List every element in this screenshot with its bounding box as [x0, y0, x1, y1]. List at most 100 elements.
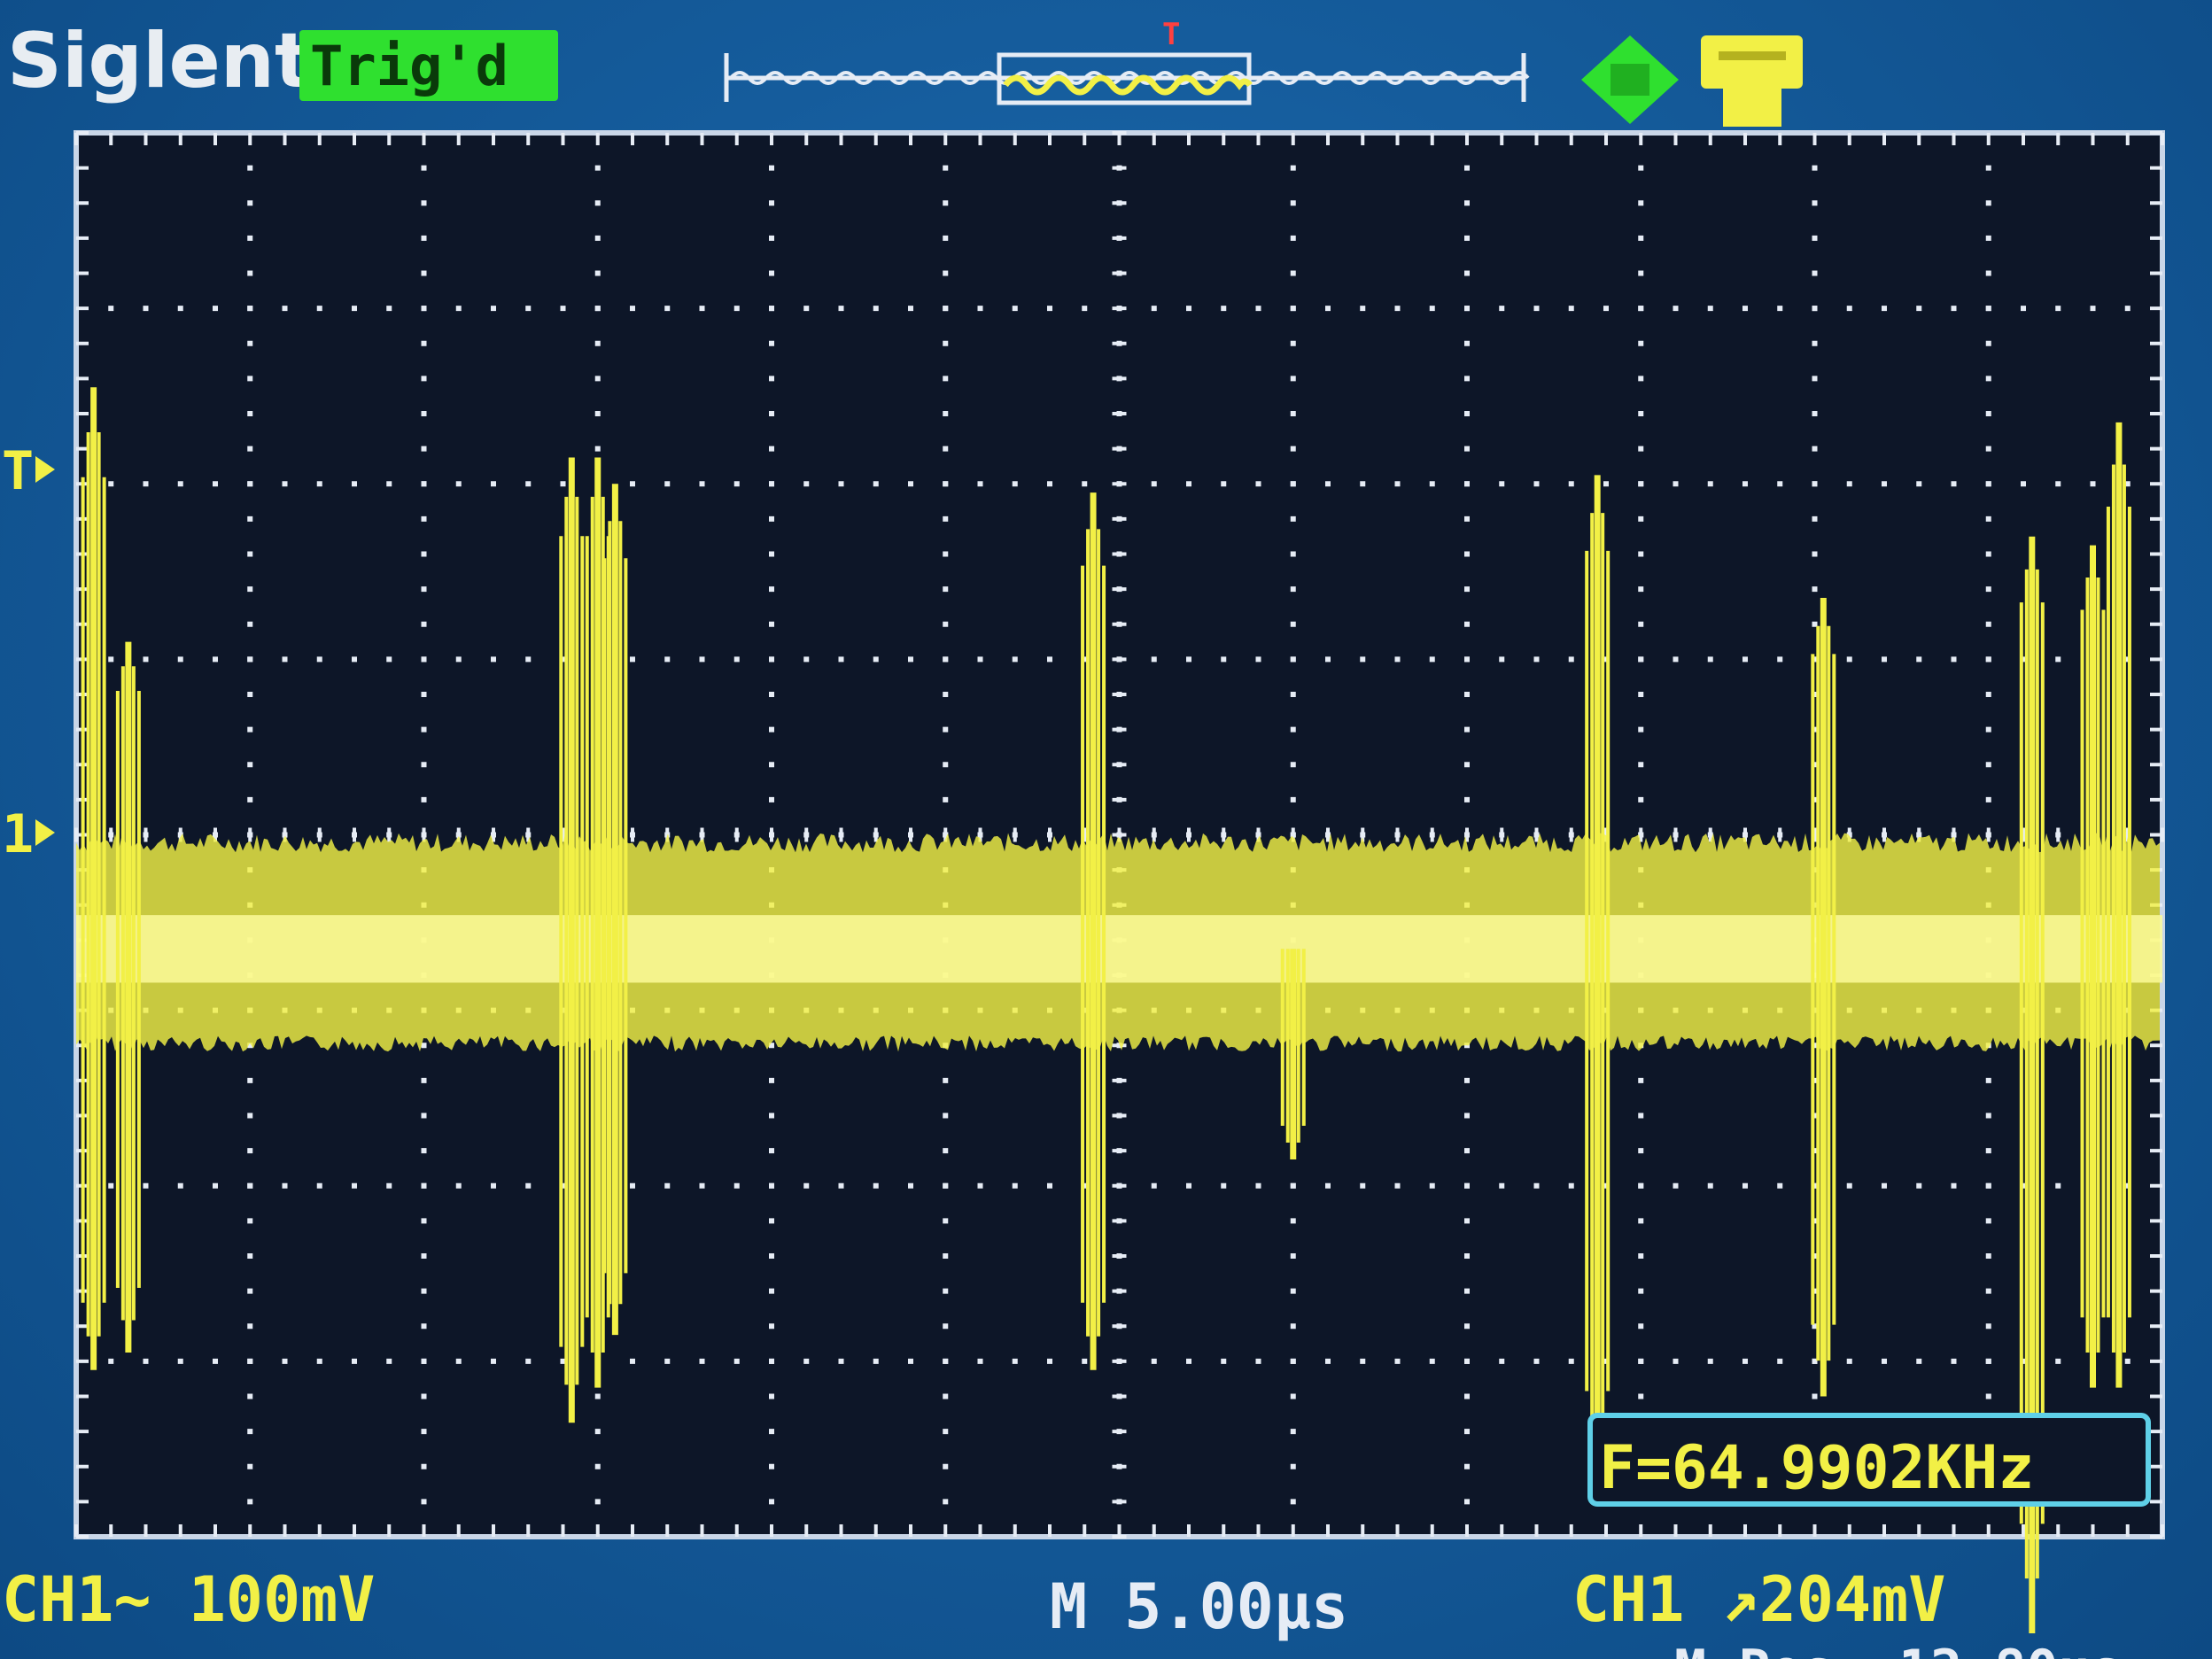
grid-dot	[1464, 340, 1470, 346]
grid-dot	[977, 1182, 983, 1189]
grid-dot	[1812, 481, 1818, 487]
grid-dot	[247, 1463, 253, 1469]
grid-dot	[1638, 446, 1644, 452]
grid-dot	[943, 376, 949, 382]
grid-dot	[873, 306, 879, 312]
grid-dot	[560, 656, 566, 663]
grid-dot	[1499, 656, 1505, 663]
grid-dot	[873, 481, 879, 487]
grid-dot	[1985, 306, 1991, 312]
grid-dot	[1638, 621, 1644, 627]
grid-dot	[1290, 692, 1296, 697]
grid-dot	[421, 1499, 427, 1505]
grid-dot	[1290, 1288, 1296, 1294]
grid-dot	[1985, 1077, 1991, 1083]
grid-dot	[769, 1393, 774, 1399]
grid-dot	[1151, 1358, 1157, 1364]
grid-dot	[421, 481, 427, 487]
grid-dot	[1464, 411, 1470, 416]
grid-dot	[977, 481, 983, 487]
grid-dot	[1464, 1323, 1470, 1330]
grid-dot	[421, 270, 427, 276]
grid-dot	[594, 376, 601, 382]
grid-dot	[1221, 656, 1227, 663]
trigger-level-marker: T	[2, 440, 55, 502]
grid-dot	[1812, 411, 1818, 416]
grid-dot	[1812, 692, 1818, 697]
grid-dot	[1047, 1358, 1052, 1364]
grid-dot	[143, 1358, 149, 1364]
grid-dot	[1673, 1182, 1679, 1189]
grid-dot	[1464, 1112, 1470, 1119]
grid-dot	[1290, 340, 1296, 346]
grid-dot	[1533, 306, 1540, 312]
grid-dot	[769, 165, 774, 171]
grid-dot	[421, 726, 427, 733]
grid-dot	[733, 656, 740, 663]
grid-dot	[1082, 1182, 1088, 1189]
grid-dot	[1464, 446, 1470, 452]
grid-dot	[1290, 1499, 1296, 1505]
grid-dot	[769, 411, 774, 416]
grid-dot	[1812, 762, 1818, 768]
grid-dot	[1638, 376, 1644, 382]
grid-dot	[247, 376, 253, 382]
grid-dot	[769, 235, 774, 241]
grid-dot	[421, 411, 427, 416]
grid-dot	[769, 586, 774, 593]
grid-dot	[977, 656, 983, 663]
grid-dot	[1777, 306, 1783, 312]
grid-dot	[421, 762, 427, 768]
grid-dot	[316, 1182, 322, 1189]
grid-dot	[386, 656, 392, 663]
grid-dot	[594, 306, 601, 312]
grid-dot	[421, 551, 427, 557]
grid-dot	[213, 1358, 218, 1364]
grid-dot	[594, 235, 601, 241]
grid-dot	[247, 1499, 253, 1505]
grid-dot	[1360, 1182, 1366, 1189]
grid-dot	[247, 621, 253, 627]
grid-dot	[1812, 1393, 1818, 1399]
grid-dot	[421, 1148, 427, 1154]
grid-dot	[421, 1043, 427, 1049]
grid-dot	[421, 235, 427, 241]
grid-dot	[247, 200, 253, 206]
grid-dot	[1568, 656, 1574, 663]
grid-dot	[1464, 621, 1470, 627]
grid-dot	[1638, 481, 1644, 487]
grid-dot	[1186, 1358, 1191, 1364]
grid-dot	[1985, 726, 1991, 733]
grid-dot	[1290, 1358, 1296, 1364]
grid-dot	[1638, 1253, 1644, 1259]
grid-dot	[1638, 692, 1644, 697]
grid-dot	[2090, 481, 2096, 487]
grid-dot	[1777, 481, 1783, 487]
grid-dot	[1673, 481, 1679, 487]
grid-dot	[1394, 656, 1401, 663]
grid-dot	[838, 306, 844, 312]
grid-dot	[1812, 586, 1818, 593]
grid-dot	[1290, 1253, 1296, 1259]
grid-dot	[421, 340, 427, 346]
grid-dot	[943, 796, 949, 802]
grid-dot	[943, 446, 949, 452]
grid-dot	[247, 1358, 253, 1364]
grid-dot	[1464, 270, 1470, 276]
grid-dot	[733, 481, 740, 487]
grid-dot	[1985, 796, 1991, 802]
grid-dot	[1812, 200, 1818, 206]
grid-dot	[630, 1182, 635, 1189]
grid-dot	[2055, 656, 2061, 663]
grid-dot	[1290, 516, 1296, 522]
grid-dot	[386, 1182, 392, 1189]
grid-dot	[1568, 481, 1574, 487]
grid-dot	[1464, 1253, 1470, 1259]
grid-dot	[108, 306, 114, 312]
grid-dot	[1082, 656, 1088, 663]
grid-dot	[2055, 481, 2061, 487]
grid-dot	[1985, 762, 1991, 768]
grid-dot	[769, 1182, 774, 1189]
grid-dot	[1290, 762, 1296, 768]
ch1-waveform	[76, 387, 2162, 1633]
